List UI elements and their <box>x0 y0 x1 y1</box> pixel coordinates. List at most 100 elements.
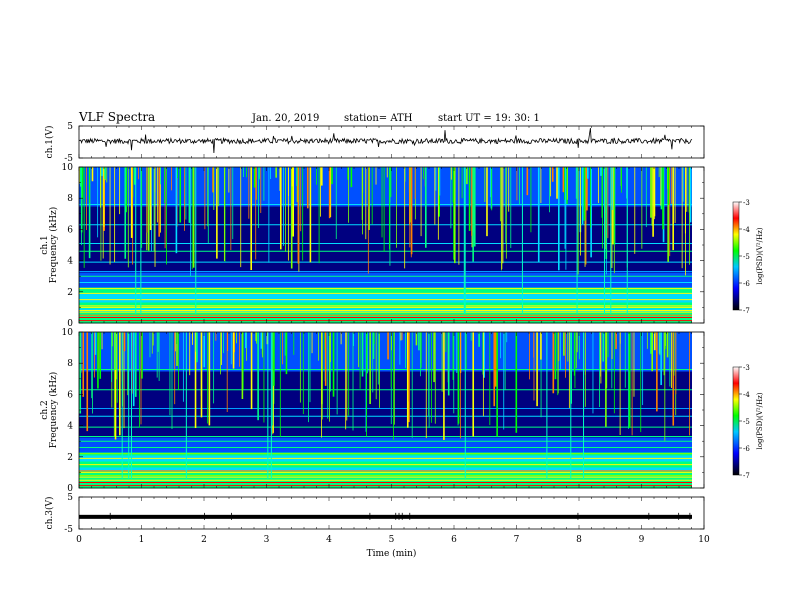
chart-title: VLF Spectra <box>79 110 156 124</box>
x-tick-label: 0 <box>76 535 82 545</box>
spectrogram-band <box>79 458 692 462</box>
colorbar-tick-label: -6 <box>743 280 750 288</box>
spectrogram-1 <box>79 167 692 324</box>
spectrogram-band <box>79 461 692 465</box>
spectrogram-band <box>79 449 692 453</box>
spectrogram-band <box>79 173 692 177</box>
spectrogram-band <box>79 302 692 306</box>
spectrogram-band <box>79 233 692 237</box>
spectrogram-band <box>79 248 692 252</box>
spectrogram-band <box>79 215 692 219</box>
colorbar <box>732 201 740 311</box>
y-axis-label: Frequency (kHz) <box>48 207 59 284</box>
y-tick-label: 6 <box>67 225 73 235</box>
spectrogram-band <box>79 443 692 447</box>
spectrogram-band <box>79 392 692 396</box>
spectrogram-band <box>79 389 692 393</box>
x-tick-label: 10 <box>698 535 710 545</box>
spectrogram-band <box>79 479 692 483</box>
spectrogram-band <box>79 194 692 198</box>
date-label: Jan. 20, 2019 <box>252 113 320 124</box>
spectrogram-band <box>79 422 692 426</box>
spectrogram-band <box>79 374 692 378</box>
spectrogram-band <box>79 362 692 366</box>
spectrogram-band <box>79 239 692 243</box>
spectrogram-band <box>79 320 692 324</box>
spectrogram-band <box>79 311 692 315</box>
spectrogram-band <box>79 299 692 303</box>
spectrogram-band <box>79 437 692 441</box>
colorbar-tick-label: -4 <box>743 226 750 234</box>
spectrogram-band <box>79 308 692 312</box>
y-tick-label: 4 <box>67 257 73 267</box>
x-tick-label: 8 <box>576 535 582 545</box>
spectrogram-band <box>79 197 692 201</box>
spectrogram-band <box>79 257 692 261</box>
colorbar-tick-label: -5 <box>743 253 750 261</box>
y-tick-label: 0 <box>67 319 73 329</box>
spectrogram-band <box>79 434 692 438</box>
spectrogram-band <box>79 212 692 216</box>
spectrogram-band <box>79 353 692 357</box>
ch1-trace <box>78 128 693 154</box>
spectrogram-band <box>79 206 692 210</box>
spectrogram-band <box>79 428 692 432</box>
spectrogram-band <box>79 485 692 489</box>
spectrogram-band <box>79 380 692 384</box>
y-tick-label: 4 <box>67 422 73 432</box>
y-tick-label: 10 <box>62 163 74 173</box>
spectrogram-band <box>79 359 692 363</box>
y-tick-label: 8 <box>67 194 73 204</box>
spectrogram-band <box>79 167 692 171</box>
spectrogram-band <box>79 476 692 480</box>
y-tick-label: 5 <box>67 122 73 132</box>
colorbar <box>732 366 740 476</box>
colorbar-tick-label: -7 <box>743 472 750 480</box>
spectrogram-band <box>79 335 692 339</box>
spectrogram-band <box>79 470 692 474</box>
y-tick-label: -5 <box>64 525 73 535</box>
spectrogram-band <box>79 170 692 174</box>
colorbar-tick-label: -3 <box>743 199 750 207</box>
station-label: station= ATH <box>344 113 413 124</box>
spectrogram-band <box>79 209 692 213</box>
spectrogram-band <box>79 176 692 180</box>
start-time-label: start UT = 19: 30: 1 <box>438 113 540 124</box>
trace-0 <box>78 128 693 154</box>
spectrogram-band <box>79 227 692 231</box>
spectrogram-band <box>79 401 692 405</box>
spectrogram-band <box>79 182 692 186</box>
spectrogram-band <box>79 266 692 270</box>
colorbar-tick-label: -7 <box>743 307 750 315</box>
spectrogram-band <box>79 218 692 222</box>
spectrogram-band <box>79 467 692 471</box>
spectrogram-band <box>79 245 692 249</box>
spectrogram-band <box>79 269 692 273</box>
spectrogram-band <box>79 284 692 288</box>
y-axis-label: Frequency (kHz) <box>48 372 59 449</box>
y-tick-label: 5 <box>67 493 73 503</box>
spectrogram-band <box>79 296 692 300</box>
spectrogram-band <box>79 251 692 255</box>
spectrogram-band <box>79 371 692 375</box>
y-tick-label: 8 <box>67 359 73 369</box>
x-tick-label: 7 <box>514 535 520 545</box>
x-tick-label: 4 <box>326 535 332 545</box>
spectrogram-band <box>79 185 692 189</box>
spectrogram-band <box>79 263 692 267</box>
spectrogram-band <box>79 413 692 417</box>
y-tick-label: -5 <box>64 154 73 164</box>
spectrogram-band <box>79 188 692 192</box>
spectrogram-band <box>79 395 692 399</box>
spectrogram-band <box>79 344 692 348</box>
trace-3 <box>79 512 692 520</box>
x-axis-label: Time (min) <box>367 548 417 559</box>
spectrogram-band <box>79 314 692 318</box>
spectrogram-band <box>79 341 692 345</box>
spectrogram-band <box>79 386 692 390</box>
spectrogram-band <box>79 338 692 342</box>
spectrogram-band <box>79 236 692 240</box>
spectrogram-band <box>79 332 692 336</box>
y-axis-label: ch.1 <box>40 235 50 254</box>
